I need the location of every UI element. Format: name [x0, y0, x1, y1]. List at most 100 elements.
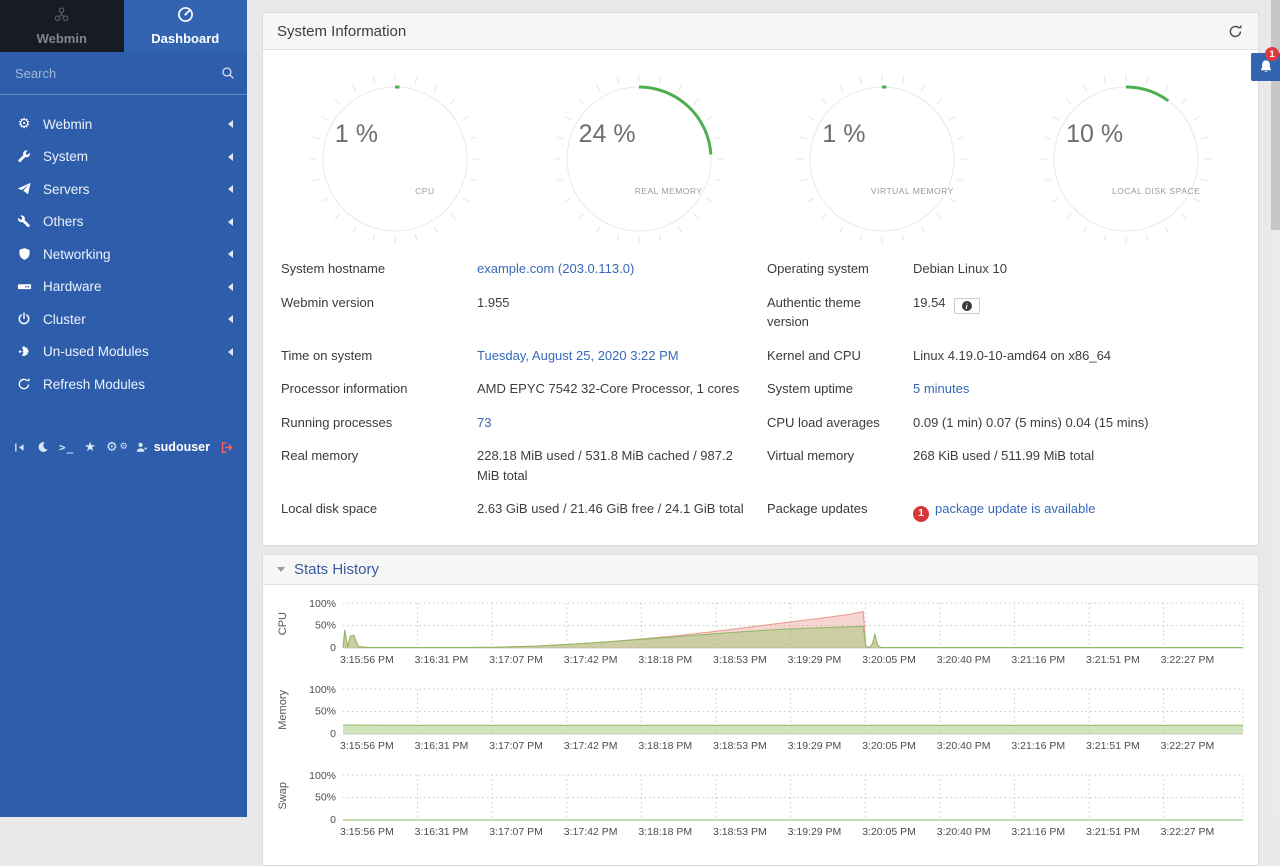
sidebar-item-servers[interactable]: Servers: [0, 173, 247, 206]
user-menu-button[interactable]: sudouser: [135, 440, 210, 454]
sidebar-item-hardware[interactable]: Hardware: [0, 271, 247, 304]
sidebar-item-system[interactable]: System: [0, 141, 247, 174]
cpu-gauge: 1 % CPU: [305, 74, 485, 246]
page-title: System Information: [277, 23, 406, 40]
info-value: 2.63 GiB used / 21.46 GiB free / 24.1 Gi…: [477, 492, 767, 529]
sidebar-item-label: Refresh Modules: [43, 377, 145, 392]
stats-charts: CPU 3:15:56 PM3:16:31 PM3:17:07 PM3:17:4…: [263, 585, 1258, 865]
local-disk-gauge-value: 10 %: [1066, 120, 1123, 149]
chevron-left-icon: [228, 283, 233, 291]
power-icon: [15, 312, 33, 326]
svg-text:3:19:29 PM: 3:19:29 PM: [788, 654, 842, 666]
theme-version-value: 19.54: [913, 295, 946, 310]
search-icon[interactable]: [221, 66, 235, 80]
tools-icon: [15, 215, 33, 229]
svg-text:3:17:42 PM: 3:17:42 PM: [564, 740, 618, 752]
shield-icon: [15, 247, 33, 261]
info-label: Operating system: [767, 252, 913, 286]
wrench-icon: [15, 150, 33, 164]
sidebar-item-webmin[interactable]: ⚙ Webmin: [0, 108, 247, 141]
svg-text:0: 0: [330, 642, 336, 654]
info-value: 0.09 (1 min) 0.07 (5 mins) 0.04 (15 mins…: [913, 406, 1244, 440]
chevron-left-icon: [228, 218, 233, 226]
svg-text:3:17:07 PM: 3:17:07 PM: [489, 826, 543, 838]
cpu-axis-title: CPU: [271, 597, 295, 651]
svg-text:3:22:27 PM: 3:22:27 PM: [1161, 826, 1215, 838]
sidebar-footer: >_ ★ ⚙⚙ sudouser: [0, 433, 247, 461]
chevron-left-icon: [228, 185, 233, 193]
username-label: sudouser: [154, 440, 210, 454]
svg-text:3:16:31 PM: 3:16:31 PM: [415, 654, 469, 666]
svg-text:3:17:07 PM: 3:17:07 PM: [489, 740, 543, 752]
tab-dashboard[interactable]: Dashboard: [124, 0, 248, 52]
swap-axis-title: Swap: [271, 769, 295, 823]
svg-text:3:20:05 PM: 3:20:05 PM: [862, 654, 916, 666]
svg-text:3:21:51 PM: 3:21:51 PM: [1086, 654, 1140, 666]
svg-text:3:16:31 PM: 3:16:31 PM: [415, 740, 469, 752]
sidebar-item-networking[interactable]: Networking: [0, 238, 247, 271]
virtual-memory-gauge: 1 % VIRTUAL MEMORY: [792, 74, 972, 246]
search-input[interactable]: [0, 52, 247, 94]
logout-icon[interactable]: [220, 441, 234, 454]
sidebar-item-label: System: [43, 149, 88, 164]
info-value: 1 package update is available: [913, 492, 1244, 529]
info-label: Local disk space: [281, 492, 477, 529]
hdd-icon: [15, 279, 33, 294]
info-value: AMD EPYC 7542 32-Core Processor, 1 cores: [477, 372, 767, 406]
sidebar-item-label: Cluster: [43, 312, 86, 327]
terminal-icon[interactable]: >_: [59, 441, 74, 454]
collapse-triangle-icon: [277, 567, 285, 572]
svg-text:0: 0: [330, 728, 336, 740]
hostname-link[interactable]: example.com (203.0.113.0): [477, 261, 634, 276]
chevron-left-icon: [228, 120, 233, 128]
notifications-bell-button[interactable]: 1: [1251, 53, 1280, 81]
svg-text:3:21:51 PM: 3:21:51 PM: [1086, 826, 1140, 838]
info-icon: i: [962, 301, 972, 311]
svg-text:100%: 100%: [309, 684, 336, 696]
tab-webmin[interactable]: Webmin: [0, 0, 124, 52]
stats-history-panel: Stats History CPU 3:15:56 PM3:16:31 PM3:…: [262, 554, 1259, 866]
sidebar-tabs: Webmin Dashboard: [0, 0, 247, 52]
sidebar-item-cluster[interactable]: Cluster: [0, 303, 247, 336]
time-on-system-link[interactable]: Tuesday, August 25, 2020 3:22 PM: [477, 348, 679, 363]
uptime-link[interactable]: 5 minutes: [913, 381, 969, 396]
svg-text:3:17:42 PM: 3:17:42 PM: [564, 826, 618, 838]
svg-text:3:21:16 PM: 3:21:16 PM: [1011, 826, 1065, 838]
theme-info-button[interactable]: i: [954, 298, 980, 314]
stats-history-header[interactable]: Stats History: [263, 555, 1258, 585]
favorites-star-icon[interactable]: ★: [84, 440, 96, 455]
dashboard-gauge-icon: [177, 6, 194, 28]
memory-axis-title: Memory: [271, 683, 295, 737]
scrollbar-thumb[interactable]: [1271, 0, 1280, 230]
info-label: Virtual memory: [767, 439, 913, 492]
sidebar-item-refresh-modules[interactable]: Refresh Modules: [0, 368, 247, 401]
settings-gears-icon[interactable]: ⚙⚙: [106, 440, 125, 455]
info-label: Webmin version: [281, 286, 477, 339]
svg-text:3:16:31 PM: 3:16:31 PM: [415, 826, 469, 838]
main-content: System Information 1 % CPU 24 % REAL MEM…: [247, 0, 1280, 817]
sidebar-item-label: Servers: [43, 182, 90, 197]
svg-text:3:19:29 PM: 3:19:29 PM: [788, 740, 842, 752]
sidebar-item-others[interactable]: Others: [0, 206, 247, 239]
info-value: 19.54 i: [913, 286, 1244, 339]
running-processes-link[interactable]: 73: [477, 415, 491, 430]
scrollbar-track: [1271, 0, 1280, 817]
package-update-link[interactable]: package update is available: [935, 501, 1095, 516]
chevron-left-icon: [228, 250, 233, 258]
tab-dashboard-label: Dashboard: [151, 31, 219, 46]
package-updates-badge: 1: [913, 506, 929, 522]
svg-text:3:20:05 PM: 3:20:05 PM: [862, 826, 916, 838]
night-mode-moon-icon[interactable]: [36, 441, 49, 454]
info-label: Real memory: [281, 439, 477, 492]
virtual-memory-gauge-value: 1 %: [822, 120, 865, 149]
svg-text:3:20:40 PM: 3:20:40 PM: [937, 654, 991, 666]
refresh-page-icon[interactable]: [1227, 23, 1244, 40]
svg-text:3:18:53 PM: 3:18:53 PM: [713, 826, 767, 838]
local-disk-gauge: 10 % LOCAL DISK SPACE: [1036, 74, 1216, 246]
info-label: Running processes: [281, 406, 477, 440]
collapse-sidebar-button[interactable]: [13, 441, 26, 454]
sidebar-item-unused-modules[interactable]: Un-used Modules: [0, 336, 247, 369]
local-disk-gauge-label: LOCAL DISK SPACE: [1091, 186, 1221, 196]
info-label: Processor information: [281, 372, 477, 406]
cpu-gauge-value: 1 %: [335, 120, 378, 149]
